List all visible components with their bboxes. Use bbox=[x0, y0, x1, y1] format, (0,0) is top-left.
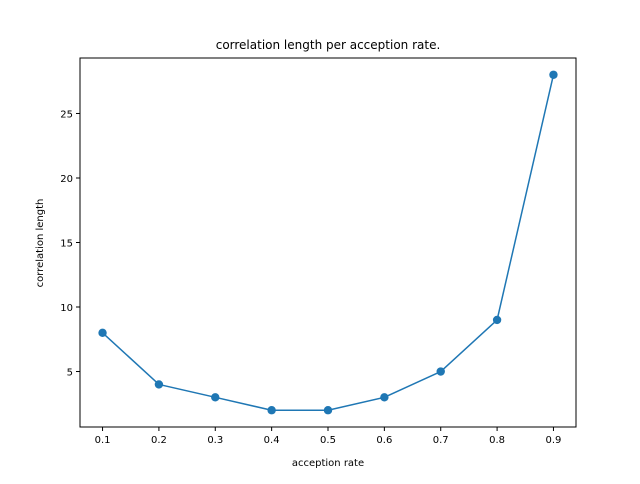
data-point bbox=[211, 393, 220, 402]
y-tick-label: 20 bbox=[60, 174, 73, 185]
x-tick-label: 0.2 bbox=[151, 435, 167, 446]
x-tick-label: 0.8 bbox=[489, 435, 505, 446]
x-tick-label: 0.5 bbox=[320, 435, 336, 446]
data-point bbox=[154, 380, 164, 389]
x-axis-label: acception rate bbox=[292, 458, 364, 469]
y-tick-label: 5 bbox=[67, 368, 73, 379]
data-point bbox=[492, 315, 502, 325]
data-point bbox=[267, 406, 276, 415]
x-axis-ticks: 0.1 0.2 0.3 0.4 0.5 0.6 0.7 0.8 0.9 bbox=[95, 427, 562, 446]
data-point bbox=[549, 70, 558, 79]
y-tick-label: 25 bbox=[60, 109, 73, 120]
y-axis-label: correlation length bbox=[35, 199, 46, 288]
chart-title: correlation length per acception rate. bbox=[216, 38, 441, 52]
x-tick-label: 0.7 bbox=[433, 435, 449, 446]
y-axis-ticks: 5 10 15 20 25 bbox=[60, 109, 80, 379]
y-tick-label: 15 bbox=[60, 239, 73, 250]
data-point bbox=[98, 328, 107, 338]
series-layer bbox=[98, 70, 558, 415]
x-tick-label: 0.4 bbox=[264, 435, 280, 446]
x-tick-label: 0.9 bbox=[546, 435, 562, 446]
x-tick-label: 0.6 bbox=[376, 435, 392, 446]
data-point bbox=[323, 406, 333, 415]
x-tick-label: 0.1 bbox=[95, 435, 111, 446]
data-point bbox=[380, 393, 389, 402]
y-tick-label: 10 bbox=[60, 303, 73, 314]
x-tick-label: 0.3 bbox=[207, 435, 223, 446]
data-point bbox=[436, 367, 445, 376]
